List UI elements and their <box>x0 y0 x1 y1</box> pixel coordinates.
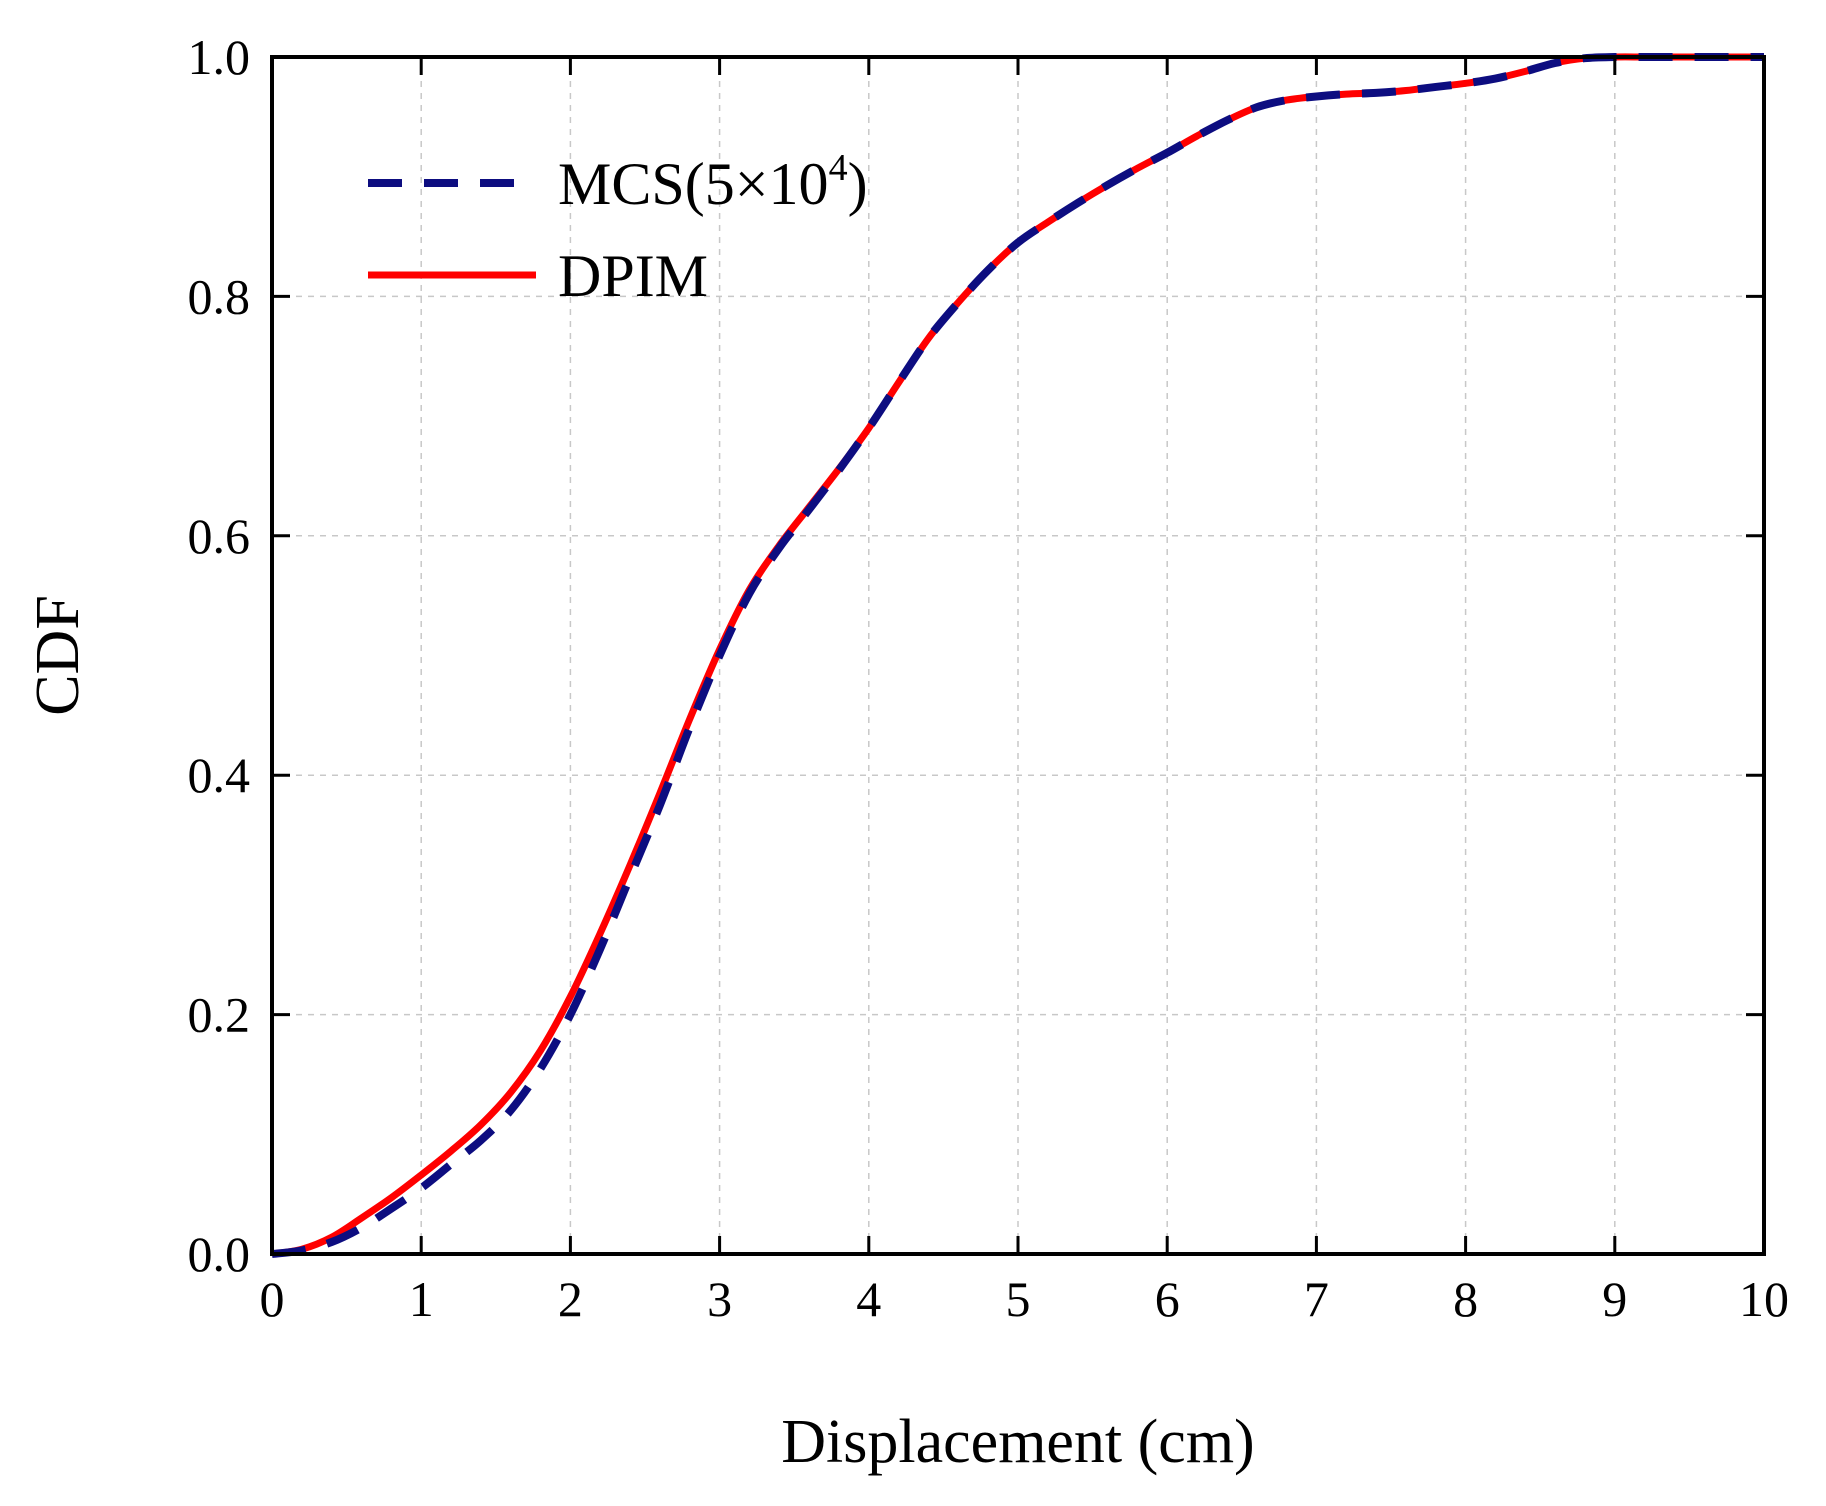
x-tick-label: 0 <box>260 1271 285 1327</box>
legend-label-mcs-main: MCS(5×10 <box>558 151 829 217</box>
x-tick-label: 9 <box>1602 1271 1627 1327</box>
x-tick-label: 10 <box>1739 1271 1789 1327</box>
legend-label-dpim-main: DPIM <box>558 243 708 309</box>
x-tick-label: 5 <box>1006 1271 1031 1327</box>
x-axis-title: Displacement (cm) <box>781 1408 1254 1476</box>
legend-label-mcs: MCS(5×104) <box>558 147 868 217</box>
y-tick-labels: 0.0 0.2 0.4 0.6 0.8 1.0 <box>188 29 251 1282</box>
y-tick-label: 1.0 <box>188 29 251 85</box>
y-tick-label: 0.4 <box>188 747 251 803</box>
series-lines <box>271 52 1764 1258</box>
legend-label-mcs-exponent: 4 <box>829 147 848 189</box>
legend: MCS(5×104) DPIM <box>368 147 868 309</box>
y-tick-label: 0.8 <box>188 268 251 324</box>
series-line-mcs <box>271 52 1764 1258</box>
legend-label-mcs-tail: ) <box>848 151 868 217</box>
x-tick-label: 2 <box>558 1271 583 1327</box>
x-tick-label: 1 <box>409 1271 434 1327</box>
y-tick-label: 0.2 <box>188 987 251 1043</box>
grid-lines <box>272 57 1764 1254</box>
plot-frame <box>270 55 1766 1256</box>
legend-label-dpim: DPIM <box>558 243 708 309</box>
x-tick-labels: 0 1 2 3 4 5 6 7 8 9 10 <box>260 1271 1790 1327</box>
series-line-dpim <box>271 53 1764 1258</box>
y-tick-label: 0.0 <box>188 1226 251 1282</box>
x-tick-label: 7 <box>1304 1271 1329 1327</box>
x-tick-label: 6 <box>1155 1271 1180 1327</box>
x-tick-label: 8 <box>1453 1271 1478 1327</box>
axis-ticks <box>270 55 1766 1256</box>
y-axis-title: CDF <box>24 595 92 716</box>
x-tick-label: 4 <box>856 1271 881 1327</box>
y-tick-label: 0.6 <box>188 508 251 564</box>
x-tick-label: 3 <box>707 1271 732 1327</box>
